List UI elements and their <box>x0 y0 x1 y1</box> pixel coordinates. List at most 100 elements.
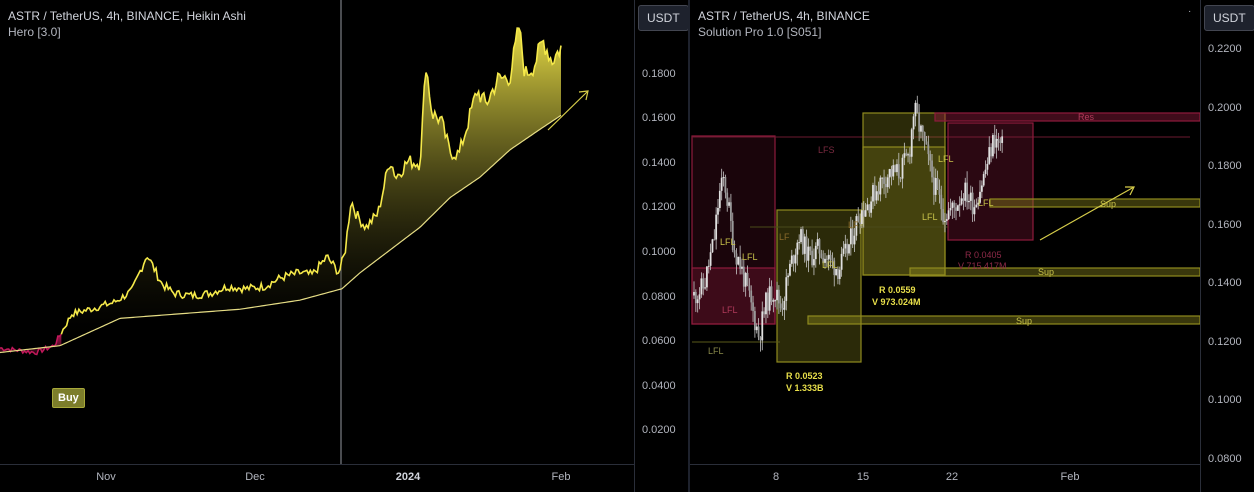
candle-body <box>949 208 952 211</box>
left-price-axis[interactable] <box>634 0 688 492</box>
candle-body <box>825 258 828 260</box>
candle-body <box>853 235 856 245</box>
lf-label-1: LF <box>779 232 790 242</box>
candle-body <box>931 160 933 178</box>
candle-body <box>709 252 712 266</box>
candle-body <box>704 287 706 289</box>
resistance-band <box>934 112 1201 122</box>
candle-body <box>997 138 1000 141</box>
candle-body <box>831 258 834 261</box>
candle-body <box>905 153 908 156</box>
candle-body <box>942 209 945 223</box>
candle-body <box>715 214 718 240</box>
candle-body <box>888 169 891 178</box>
sup-label-2: Sup <box>1038 267 1054 277</box>
candle-body <box>945 219 948 221</box>
candle-body <box>726 192 729 206</box>
candle-body <box>694 291 697 304</box>
projection-arrow <box>547 90 589 131</box>
box2-volume-label: V 973.024M <box>872 297 921 307</box>
candle-body <box>875 191 878 201</box>
right-x-tick: 8 <box>772 471 780 483</box>
candle-body <box>787 275 790 278</box>
left-y-tick: 0.0200 <box>642 424 676 437</box>
candle-body <box>992 135 994 157</box>
lfl-label-1: LFL <box>720 237 736 247</box>
left-chart-title: ASTR / TetherUS, 4h, BINANCE, Heikin Ash… <box>8 9 246 23</box>
supply-zone-2 <box>947 122 1034 241</box>
candle-body <box>720 177 723 191</box>
candle-body <box>870 201 873 213</box>
candle-body <box>925 141 928 145</box>
candle-body <box>934 178 937 195</box>
right-currency-button[interactable]: USDT <box>1204 5 1254 31</box>
candle-body <box>770 286 773 302</box>
right-y-tick: 0.1800 <box>1208 160 1242 172</box>
candle-body <box>868 204 871 213</box>
candle-body <box>772 300 775 302</box>
right-price-axis[interactable] <box>1200 0 1254 492</box>
candle-body <box>803 236 806 254</box>
right-y-tick: 0.1600 <box>1208 218 1242 231</box>
candle-body <box>912 116 915 130</box>
candle-body <box>718 190 721 208</box>
candle-body <box>947 210 950 220</box>
candle-body <box>855 216 858 236</box>
bullish-fill <box>61 28 561 346</box>
candle-body <box>798 242 801 244</box>
left-y-tick: 0.1600 <box>642 112 676 125</box>
right-time-axis-line <box>690 464 1200 465</box>
projection-arrow-head <box>1125 186 1135 196</box>
candle-body <box>984 169 987 175</box>
candle-body <box>971 192 974 215</box>
right-chart-header: ASTR / TetherUS, 4h, BINANCE Solution Pr… <box>698 8 870 40</box>
left-y-tick: 0.1400 <box>642 156 676 169</box>
right-x-tick: Feb <box>1060 471 1080 483</box>
candle-body <box>700 278 703 295</box>
left-currency-button[interactable]: USDT <box>638 5 688 31</box>
right-indicator-label[interactable]: Solution Pro 1.0 [S051] <box>698 25 822 39</box>
left-y-tick: 0.0800 <box>642 290 676 303</box>
candle-body <box>977 202 980 205</box>
left-indicator-label[interactable]: Hero [3.0] <box>8 25 61 39</box>
ellipsis-icon[interactable]: · <box>1188 6 1192 17</box>
candle-body <box>807 246 810 261</box>
candle-body <box>752 302 754 312</box>
candle-body <box>921 125 924 133</box>
left-y-tick: 0.1800 <box>642 67 676 80</box>
candle-body <box>759 337 762 341</box>
candle-body <box>693 291 695 296</box>
candle-body <box>1001 136 1004 143</box>
candle-body <box>966 182 968 203</box>
candle-body <box>901 157 904 179</box>
right-chart-panel[interactable]: Res Sup Sup Sup LFS LFL LFL LFL LFL LF LF LFL LFL LFL… <box>690 0 1254 492</box>
left-chart-header: ASTR / TetherUS, 4h, BINANCE, Heikin Ash… <box>8 8 246 40</box>
heikin-ashi-price-line <box>60 27 562 335</box>
candle-body <box>722 177 725 179</box>
lfl-label-7: LFL <box>938 154 954 164</box>
support-band-1 <box>989 198 1201 208</box>
candle-body <box>811 250 813 266</box>
left-y-tick: 0.1200 <box>642 201 676 214</box>
candle-body <box>698 294 701 300</box>
left-chart-panel[interactable]: ASTR / TetherUS, 4h, BINANCE, Heikin Ash… <box>0 0 688 492</box>
candle-body <box>866 204 869 211</box>
candle-body <box>737 256 740 265</box>
candle-body <box>748 285 751 291</box>
left-time-axis-line <box>0 464 634 465</box>
box1-range-label: R 0.0523 <box>786 371 823 381</box>
box2-range-label: R 0.0559 <box>879 285 916 295</box>
candle-body <box>730 202 732 221</box>
right-chart-title: ASTR / TetherUS, 4h, BINANCE <box>698 9 870 23</box>
right-chart-canvas[interactable]: Res Sup Sup Sup LFS LFL LFL LFL LFL LF LF LFL LFL LFL… <box>690 0 1254 492</box>
candle-body <box>910 129 913 157</box>
candle-body <box>964 182 967 201</box>
left-chart-canvas[interactable] <box>0 0 688 492</box>
candle-body <box>822 257 825 263</box>
panel-divider[interactable] <box>688 0 690 492</box>
lfl-label-5: LFL <box>822 260 838 270</box>
right-y-tick: 0.1000 <box>1208 394 1242 406</box>
candle-body <box>932 177 935 195</box>
left-x-tick: Feb <box>551 471 571 483</box>
candle-body <box>713 239 716 241</box>
